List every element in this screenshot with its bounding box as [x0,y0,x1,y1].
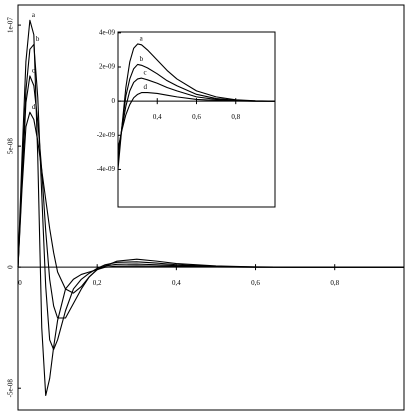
y-tick-label: -4e-09 [97,165,116,173]
y-tick-label: 5e-08 [7,138,15,154]
series-label: d [144,83,148,91]
y-tick-label: 2e-09 [99,63,115,71]
series-label: c [144,69,147,77]
x-tick-label: 0,8 [330,279,339,287]
line-series [117,77,275,153]
x-tick-label: 0,2 [93,279,102,287]
x-tick-label: 0,4 [153,113,162,121]
y-tick-label: -5e-08 [7,379,15,398]
x-tick-label: 0,4 [172,279,181,287]
y-tick-label: -2e-09 [97,131,116,139]
y-tick-label: 4e-09 [99,28,115,36]
inset-plot: 4e-09 2e-09 0 -2e-09 -4e-09 0,4 0,6 0,8 a bcd [97,28,276,173]
inset-plot-frame [117,31,276,208]
x-tick-label: 0,6 [192,113,201,121]
series-label: b [140,55,144,63]
series-label: a [32,11,36,19]
line-series [117,63,276,161]
x-tick-label: 0,8 [231,113,240,121]
y-tick-label: 0 [7,265,15,269]
line-series [117,43,276,170]
series-label: c [32,67,35,75]
x-tick-label: 0 [18,279,22,287]
x-tick-label: 0,6 [251,279,260,287]
line-series [17,111,404,294]
y-tick-label: 0 [112,97,116,105]
y-tick-label: 1e-07 [7,17,15,33]
line-series [117,92,275,150]
series-label: b [36,35,40,43]
series-label: d [32,103,36,111]
series-label: a [140,35,144,43]
